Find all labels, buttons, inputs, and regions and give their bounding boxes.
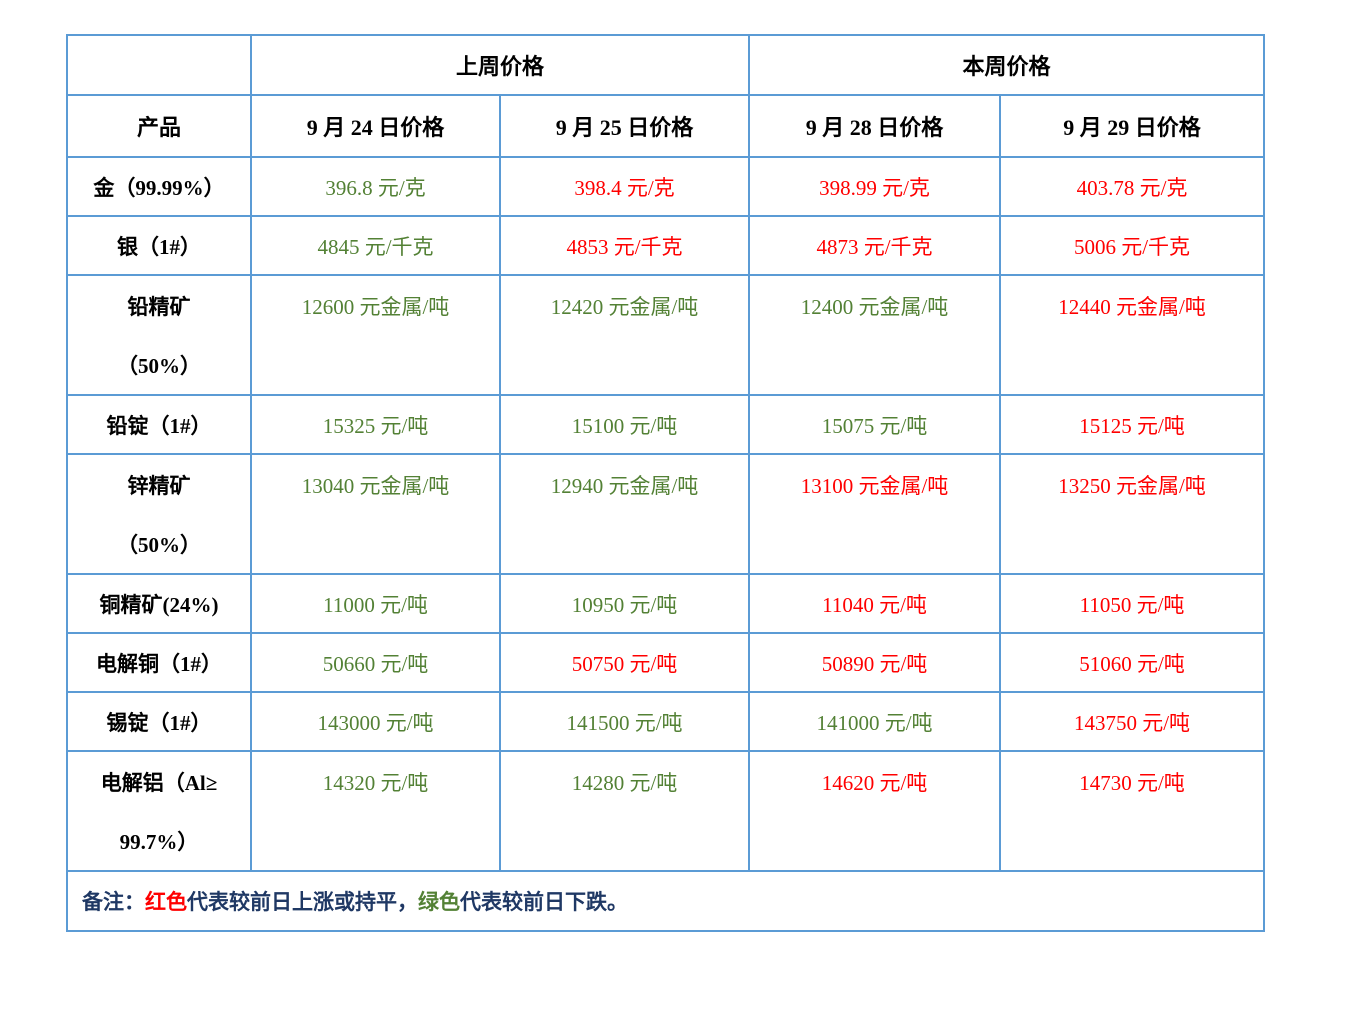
column-header-sep25: 9 月 25 日价格 bbox=[498, 94, 751, 158]
table-row: 锌精矿 （50%） 13040 元金属/吨 12940 元金属/吨 13100 元金属/… bbox=[66, 453, 1266, 575]
product-cell: 锌精矿 （50%） bbox=[66, 453, 252, 575]
note-red-meaning: 代表较前日上涨或持平， bbox=[187, 890, 418, 914]
product-cell: 金（99.99%） bbox=[66, 156, 252, 217]
product-line: 99.7%） bbox=[119, 829, 199, 854]
price-cell: 14320 元/吨 bbox=[250, 750, 501, 872]
price-cell: 143000 元/吨 bbox=[250, 691, 501, 752]
price-cell: 10950 元/吨 bbox=[498, 573, 751, 634]
this-week-header: 本周价格 bbox=[748, 34, 1266, 96]
price-cell: 11000 元/吨 bbox=[250, 573, 501, 634]
price-line: 14620 元/吨 bbox=[821, 770, 928, 795]
price-table-container: 上周价格 本周价格 产品 9 月 24 日价格 9 月 25 日价格 9 月 2… bbox=[65, 34, 1348, 932]
product-line: 铅精矿 bbox=[127, 294, 191, 319]
metal-price-table: 上周价格 本周价格 产品 9 月 24 日价格 9 月 25 日价格 9 月 2… bbox=[65, 34, 1266, 932]
price-cell: 4873 元/千克 bbox=[748, 215, 1002, 276]
table-row: 银（1#） 4845 元/千克 4853 元/千克 4873 元/千克 5006 元/千… bbox=[66, 215, 1266, 276]
price-line: 12940 元金属/吨 bbox=[550, 473, 699, 498]
product-cell: 电解铝（Al≥ 99.7%） bbox=[66, 750, 252, 872]
price-cell: 398.99 元/克 bbox=[748, 156, 1002, 217]
product-line: （50%） bbox=[117, 532, 201, 557]
last-week-header: 上周价格 bbox=[249, 34, 751, 96]
product-line: 电解铝（Al≥ bbox=[100, 770, 218, 795]
table-row: 金（99.99%） 396.8 元/克 398.4 元/克 398.99 元/克 403… bbox=[66, 156, 1266, 217]
price-line: 14280 元/吨 bbox=[571, 770, 678, 795]
price-cell: 50750 元/吨 bbox=[498, 632, 751, 693]
note-label: 备注： bbox=[82, 890, 145, 914]
column-header-sep28: 9 月 28 日价格 bbox=[748, 94, 1002, 158]
table-row: 电解铝（Al≥ 99.7%） 14320 元/吨 14280 元/吨 14620 元/吨… bbox=[66, 750, 1266, 872]
price-line: 13100 元金属/吨 bbox=[800, 473, 949, 498]
column-header-product: 产品 bbox=[66, 94, 252, 158]
price-cell: 143750 元/吨 bbox=[999, 691, 1266, 752]
price-cell: 13100 元金属/吨 bbox=[748, 453, 1002, 575]
week-group-header-row: 上周价格 本周价格 bbox=[66, 34, 1266, 96]
price-cell: 13250 元金属/吨 bbox=[999, 453, 1266, 575]
price-cell: 12940 元金属/吨 bbox=[498, 453, 751, 575]
note-green-word: 绿色 bbox=[418, 890, 460, 914]
price-cell: 15100 元/吨 bbox=[498, 394, 751, 455]
product-cell: 铅锭（1#） bbox=[66, 394, 252, 455]
price-cell: 13040 元金属/吨 bbox=[250, 453, 501, 575]
price-cell: 15125 元/吨 bbox=[999, 394, 1266, 455]
price-cell: 5006 元/千克 bbox=[999, 215, 1266, 276]
price-cell: 396.8 元/克 bbox=[250, 156, 501, 217]
price-line: 12420 元金属/吨 bbox=[550, 294, 699, 319]
note-cell: 备注：红色代表较前日上涨或持平，绿色代表较前日下跌。 bbox=[65, 870, 1266, 932]
price-cell: 15325 元/吨 bbox=[250, 394, 501, 455]
price-cell: 15075 元/吨 bbox=[748, 394, 1002, 455]
price-cell: 12400 元金属/吨 bbox=[748, 274, 1002, 396]
table-row: 铅锭（1#） 15325 元/吨 15100 元/吨 15075 元/吨 15125 元… bbox=[66, 394, 1266, 455]
corner-cell bbox=[66, 34, 252, 96]
price-line: 12440 元金属/吨 bbox=[1058, 294, 1206, 319]
price-cell: 12600 元金属/吨 bbox=[250, 274, 501, 396]
price-cell: 14730 元/吨 bbox=[999, 750, 1266, 872]
price-cell: 403.78 元/克 bbox=[999, 156, 1266, 217]
price-line: 13040 元金属/吨 bbox=[301, 473, 450, 498]
product-cell: 铅精矿 （50%） bbox=[66, 274, 252, 396]
price-line: 12600 元金属/吨 bbox=[301, 294, 450, 319]
price-cell: 50890 元/吨 bbox=[748, 632, 1002, 693]
product-cell: 银（1#） bbox=[66, 215, 252, 276]
product-line: （50%） bbox=[117, 353, 201, 378]
price-cell: 14280 元/吨 bbox=[498, 750, 751, 872]
price-line: 13250 元金属/吨 bbox=[1058, 473, 1206, 498]
product-cell: 锡锭（1#） bbox=[66, 691, 252, 752]
table-row: 铅精矿 （50%） 12600 元金属/吨 12420 元金属/吨 12400 元金属/… bbox=[66, 274, 1266, 396]
price-cell: 11050 元/吨 bbox=[999, 573, 1266, 634]
price-cell: 14620 元/吨 bbox=[748, 750, 1002, 872]
price-line: 14320 元/吨 bbox=[322, 770, 429, 795]
note-red-word: 红色 bbox=[145, 890, 187, 914]
table-row: 电解铜（1#） 50660 元/吨 50750 元/吨 50890 元/吨 51060 … bbox=[66, 632, 1266, 693]
product-cell: 电解铜（1#） bbox=[66, 632, 252, 693]
price-cell: 11040 元/吨 bbox=[748, 573, 1002, 634]
product-cell: 铜精矿(24%) bbox=[66, 573, 252, 634]
column-header-row: 产品 9 月 24 日价格 9 月 25 日价格 9 月 28 日价格 9 月 … bbox=[66, 94, 1266, 158]
column-header-sep24: 9 月 24 日价格 bbox=[250, 94, 501, 158]
table-row: 锡锭（1#） 143000 元/吨 141500 元/吨 141000 元/吨 1437… bbox=[66, 691, 1266, 752]
note-green-meaning: 代表较前日下跌。 bbox=[460, 890, 628, 914]
price-cell: 398.4 元/克 bbox=[498, 156, 751, 217]
price-cell: 141000 元/吨 bbox=[748, 691, 1002, 752]
note-row: 备注：红色代表较前日上涨或持平，绿色代表较前日下跌。 bbox=[65, 870, 1266, 932]
column-header-sep29: 9 月 29 日价格 bbox=[999, 94, 1266, 158]
price-line: 12400 元金属/吨 bbox=[800, 294, 949, 319]
price-cell: 50660 元/吨 bbox=[250, 632, 501, 693]
table-row: 铜精矿(24%) 11000 元/吨 10950 元/吨 11040 元/吨 11050… bbox=[66, 573, 1266, 634]
price-cell: 51060 元/吨 bbox=[999, 632, 1266, 693]
price-cell: 12420 元金属/吨 bbox=[498, 274, 751, 396]
price-cell: 4853 元/千克 bbox=[498, 215, 751, 276]
price-cell: 141500 元/吨 bbox=[498, 691, 751, 752]
price-cell: 12440 元金属/吨 bbox=[999, 274, 1266, 396]
price-cell: 4845 元/千克 bbox=[250, 215, 501, 276]
price-line: 14730 元/吨 bbox=[1079, 770, 1185, 795]
product-line: 锌精矿 bbox=[127, 473, 191, 498]
